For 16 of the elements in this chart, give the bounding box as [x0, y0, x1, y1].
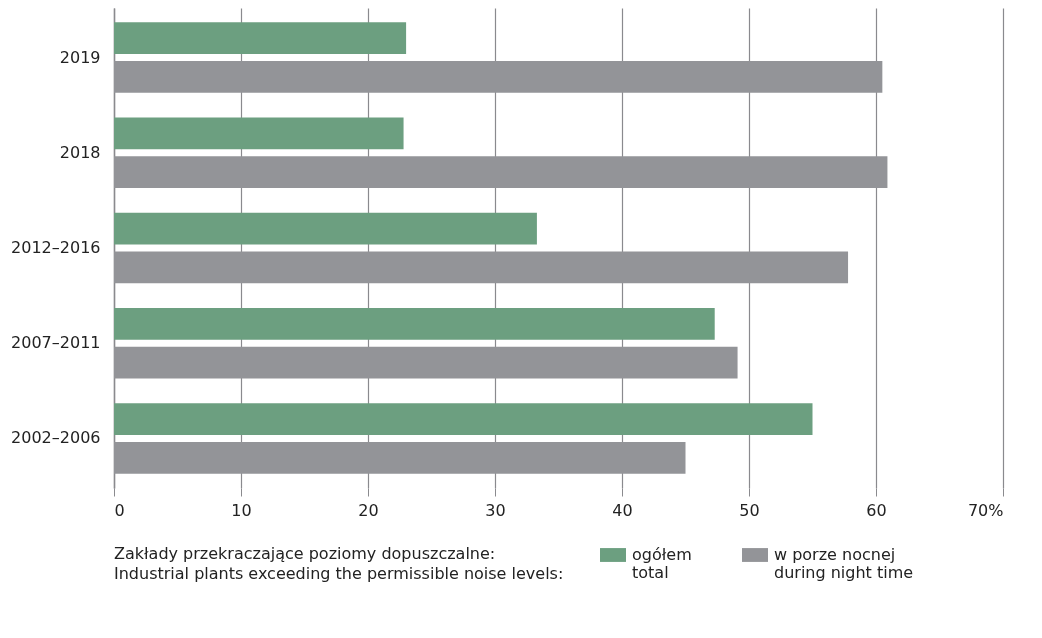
- x-tick-label: 70%: [967, 500, 1004, 520]
- x-tick-label: 30: [485, 500, 506, 520]
- legend-label: ogółem total: [632, 545, 692, 582]
- y-tick-label: 2018: [59, 142, 101, 162]
- y-tick-label: 2002–2006: [11, 428, 101, 448]
- legend-label: w porze nocnej during night time: [774, 545, 914, 582]
- x-tick-label: 50: [739, 500, 760, 520]
- x-tick-label: 60: [866, 500, 887, 520]
- x-tick-label: 0: [114, 500, 125, 520]
- x-tick-label: 20: [358, 500, 379, 520]
- x-tick-label: 40: [612, 500, 633, 520]
- y-tick-label: 2007–2011: [11, 333, 101, 353]
- y-tick-label: 2012–2016: [11, 238, 101, 257]
- y-tick-label: 2019: [59, 47, 101, 67]
- x-tick-label: 10: [231, 500, 252, 520]
- legend-title: Zakłady przekraczające poziomy dopuszczalne: Industrial plants exceeding the permissible noise levels:: [114, 544, 564, 583]
